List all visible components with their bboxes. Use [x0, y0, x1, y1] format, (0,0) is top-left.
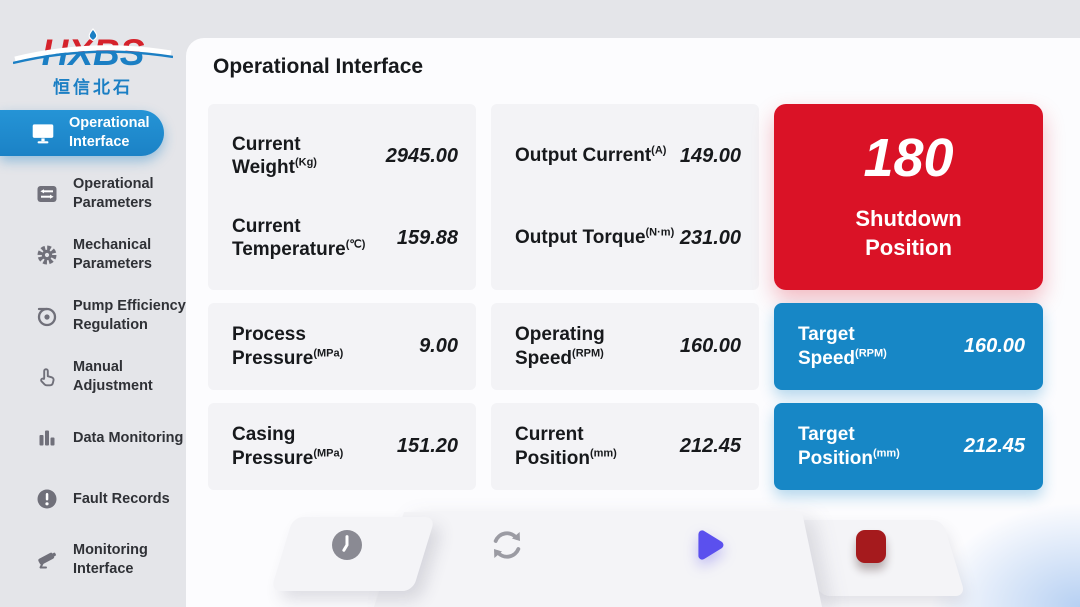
metric-label: Process Pressure(MPa)	[232, 324, 344, 369]
sidebar-item-operational-parameters[interactable]: Operational Parameters	[0, 171, 186, 217]
metric-value: 160.00	[679, 335, 741, 357]
metric-value: 151.20	[396, 435, 458, 457]
card-casing-pressure: Casing Pressure(MPa) 151.20	[208, 403, 476, 490]
metric-label: Current Weight(Kg)	[232, 133, 317, 178]
metric-value: 149.00	[679, 144, 741, 167]
metric-current-weight: Current Weight(Kg) 2945.00	[232, 124, 458, 188]
target-label: Target Position(mm)	[798, 424, 900, 469]
sidebar-item-label: Pump Efficiency Regulation	[73, 298, 186, 333]
logo-subtext: 恒信北石	[53, 78, 133, 97]
metric-output-torque: Output Torque(N·m) 231.00	[515, 206, 741, 270]
play-icon	[688, 525, 728, 568]
target-speed-card[interactable]: Target Speed(RPM) 160.00	[774, 303, 1043, 390]
metric-label: Operating Speed(RPM)	[515, 324, 605, 369]
sidebar-item-label: Data Monitoring	[73, 429, 184, 446]
sidebar-item-monitoring-interface[interactable]: Monitoring Interface	[0, 537, 186, 583]
refresh-button[interactable]	[485, 524, 529, 568]
metric-label: Casing Pressure(MPa)	[232, 424, 344, 469]
card-current-torque: Output Current(A) 149.00 Output Torque(N…	[491, 104, 759, 290]
target-position-card[interactable]: Target Position(mm) 212.45	[774, 403, 1043, 490]
sidebar: HXBS HXBS 恒信北石 Operational Interface	[0, 0, 186, 607]
refresh-icon	[487, 525, 527, 568]
metric-value: 159.88	[396, 226, 458, 249]
monitor-icon	[30, 120, 56, 146]
metric-label: Current Temperature(℃)	[232, 215, 366, 260]
sidebar-item-label: Operational Parameters	[73, 176, 154, 211]
metric-value: 231.00	[679, 226, 741, 249]
sidebar-item-label: Monitoring Interface	[73, 542, 148, 577]
sidebar-item-mechanical-parameters[interactable]: Mechanical Parameters	[0, 232, 186, 278]
control-panel-segment	[374, 512, 822, 607]
clock-icon	[329, 527, 365, 566]
card-process-pressure: Process Pressure(MPa) 9.00	[208, 303, 476, 390]
sidebar-item-manual-adjustment[interactable]: Manual Adjustment	[0, 354, 186, 400]
shutdown-position-value: 180	[863, 128, 954, 189]
metric-output-current: Output Current(A) 149.00	[515, 124, 741, 188]
shutdown-position-card: 180 Shutdown Position	[774, 104, 1043, 290]
target-value: 212.45	[963, 435, 1025, 457]
metric-label: Output Torque(N·m)	[515, 227, 675, 249]
bar-chart-icon	[34, 425, 60, 451]
sidebar-item-operational-interface[interactable]: Operational Interface	[0, 110, 164, 156]
hand-icon	[34, 364, 60, 390]
sliders-icon	[34, 181, 60, 207]
metric-label: Current Position(mm)	[515, 424, 617, 469]
page-title: Operational Interface	[213, 55, 424, 78]
pump-icon	[34, 303, 60, 329]
main-panel: Operational Interface Current Weight(Kg)…	[186, 38, 1080, 607]
sidebar-item-fault-records[interactable]: Fault Records	[0, 476, 186, 522]
target-label: Target Speed(RPM)	[798, 324, 887, 369]
gauge-grid: Current Weight(Kg) 2945.00 Current Tempe…	[208, 104, 1043, 490]
sidebar-item-label: Mechanical Parameters	[73, 237, 152, 272]
stop-button[interactable]	[849, 524, 893, 568]
metric-value: 2945.00	[385, 144, 458, 167]
timer-button[interactable]	[325, 524, 369, 568]
sidebar-item-data-monitoring[interactable]: Data Monitoring	[0, 415, 186, 461]
gear-icon	[34, 242, 60, 268]
alert-icon	[34, 486, 60, 512]
camera-icon	[34, 547, 60, 573]
metric-value: 9.00	[419, 335, 458, 357]
metric-current-temperature: Current Temperature(℃) 159.88	[232, 206, 458, 270]
shutdown-position-label: Shutdown Position	[855, 206, 962, 260]
sidebar-item-label: Manual Adjustment	[73, 359, 153, 394]
start-button[interactable]	[686, 524, 730, 568]
card-weight-temperature: Current Weight(Kg) 2945.00 Current Tempe…	[208, 104, 476, 290]
sidebar-nav: Operational Interface Operational Parame…	[0, 110, 186, 583]
card-operating-speed: Operating Speed(RPM) 160.00	[491, 303, 759, 390]
sidebar-item-label: Operational Interface	[69, 115, 150, 150]
sidebar-item-pump-efficiency-regulation[interactable]: Pump Efficiency Regulation	[0, 293, 186, 339]
metric-value: 212.45	[679, 435, 741, 457]
company-logo: HXBS HXBS 恒信北石	[13, 26, 173, 98]
target-value: 160.00	[963, 335, 1025, 357]
card-current-position: Current Position(mm) 212.45	[491, 403, 759, 490]
metric-label: Output Current(A)	[515, 145, 667, 167]
sidebar-item-label: Fault Records	[73, 490, 170, 507]
stop-icon	[856, 529, 886, 563]
